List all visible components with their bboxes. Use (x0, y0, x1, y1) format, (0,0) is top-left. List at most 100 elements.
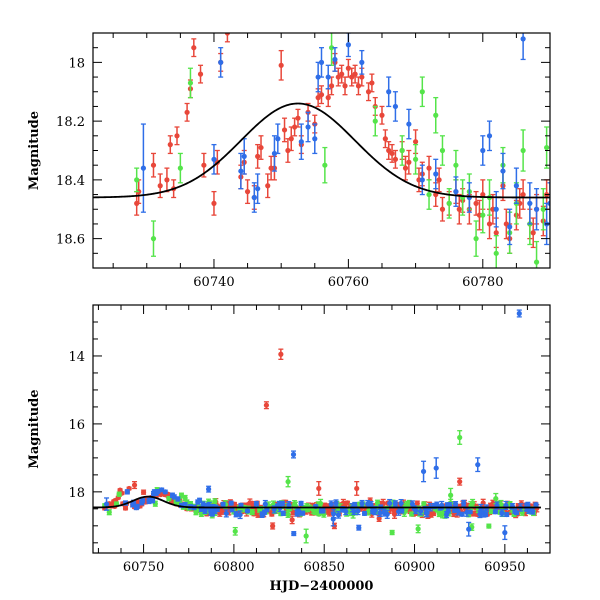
top-data-point-blue (298, 123, 304, 160)
bottom-data-point-green (415, 524, 421, 534)
bottom-data-point-blue (467, 509, 473, 515)
top-data-point-blue (533, 188, 540, 231)
top-data-point-red (392, 149, 399, 169)
top-data-point-blue (507, 208, 513, 246)
top-data-point-red (439, 196, 446, 222)
bottom-data-point-green (106, 509, 112, 516)
bottom-plot-area (93, 309, 541, 544)
bottom-axes-frame (92, 304, 551, 554)
top-data-point-green (480, 196, 486, 234)
bottom-data-point-blue (483, 511, 489, 518)
bottom-data-point-blue (253, 500, 259, 507)
top-data-point-red (258, 135, 264, 160)
top-model-curve (93, 102, 550, 199)
top-data-point-red (520, 179, 526, 210)
bottom-data-point-blue (459, 511, 465, 517)
bottom-data-point-blue (124, 489, 130, 495)
bottom-y-axis-label: Magnitude (27, 389, 42, 468)
bottom-y-tick-label: 16 (68, 418, 85, 433)
top-data-point-red (530, 217, 536, 249)
bottom-data-point-blue (333, 499, 339, 507)
top-data-point-green (520, 129, 526, 172)
bottom-data-point-blue (140, 497, 146, 504)
top-panel: 60740 60760 60780 18 18.2 18.4 18.6 Magnitude (27, 32, 551, 290)
bottom-data-point-green (232, 526, 238, 536)
top-data-point-red (255, 143, 261, 169)
bottom-data-point-blue (150, 497, 156, 504)
top-y-tick-label: 18.4 (56, 174, 85, 189)
top-data-point-blue (251, 182, 257, 213)
top-plot-area (93, 33, 550, 268)
top-data-point-red (335, 67, 341, 87)
top-y-tick-label: 18 (68, 56, 85, 71)
top-data-point-red (389, 143, 395, 163)
top-data-point-red (295, 108, 301, 128)
top-data-point-red (191, 38, 197, 58)
top-data-point-green (493, 235, 499, 268)
bottom-data-point-blue (320, 507, 326, 514)
top-data-point-blue (500, 152, 506, 190)
bottom-data-point-blue (237, 510, 243, 520)
bottom-x-tick-label: 60800 (213, 560, 254, 575)
bottom-data-point-blue (298, 500, 304, 506)
bottom-data-point-blue (244, 508, 251, 514)
top-data-point-red (211, 190, 217, 216)
top-data-point-red (288, 126, 294, 152)
top-data-point-red (157, 173, 163, 199)
bottom-panel: 60750 60800 60850 60900 60950 14 16 18 Magnitude… (27, 304, 551, 594)
bottom-data-point-red (278, 348, 284, 361)
bottom-data-point-blue (433, 457, 439, 479)
top-data-point-green (177, 152, 183, 184)
top-x-tick-label: 60740 (193, 275, 234, 290)
top-data-point-red (150, 152, 157, 178)
bottom-data-point-blue (331, 509, 337, 519)
bottom-data-point-red (131, 481, 138, 490)
top-data-point-red (265, 173, 271, 199)
top-data-point-green (453, 149, 459, 181)
top-series-red (134, 33, 550, 254)
bottom-x-tick-label: 60750 (123, 560, 164, 575)
top-x-tick-label: 60760 (328, 275, 369, 290)
top-x-tick-label: 60780 (462, 275, 503, 290)
top-series-green (134, 33, 550, 268)
bottom-data-point-blue (175, 496, 181, 502)
bottom-data-point-green (285, 510, 291, 518)
bottom-data-point-blue (530, 507, 536, 515)
top-data-point-blue (315, 61, 321, 93)
top-data-point-blue (318, 47, 325, 78)
bottom-data-point-red (270, 522, 276, 530)
top-data-point-blue (241, 138, 247, 175)
bottom-data-point-blue (103, 497, 110, 511)
top-data-point-red (244, 179, 251, 205)
top-data-point-red (342, 76, 348, 96)
bottom-data-point-green (469, 498, 476, 507)
bottom-data-point-blue (461, 499, 467, 507)
bottom-data-point-blue (280, 510, 286, 516)
bottom-model-curve (93, 495, 541, 509)
top-data-point-red (328, 76, 335, 96)
bottom-data-point-blue (466, 521, 472, 537)
top-series-blue (140, 33, 550, 246)
bottom-data-point-blue (291, 530, 297, 537)
bottom-data-point-green (116, 491, 122, 497)
bottom-data-point-blue (502, 525, 508, 541)
top-data-point-red (281, 117, 288, 143)
top-data-point-blue (453, 176, 459, 207)
top-data-point-blue (325, 64, 331, 90)
top-data-point-green (412, 143, 419, 175)
top-data-point-green (439, 135, 446, 166)
top-data-point-red (339, 64, 345, 84)
top-data-point-red (382, 129, 388, 149)
bottom-x-tick-label: 60900 (394, 560, 435, 575)
top-data-point-green (426, 179, 432, 210)
bottom-data-point-blue (290, 450, 297, 459)
bottom-series-blue (103, 309, 539, 541)
top-data-point-blue (218, 47, 224, 78)
bottom-data-point-blue (513, 510, 520, 516)
top-data-point-blue (480, 135, 486, 166)
bottom-data-point-blue (228, 500, 234, 506)
top-data-point-blue (275, 123, 281, 155)
bottom-data-point-blue (533, 502, 539, 508)
top-y-axis-label: Magnitude (27, 111, 42, 190)
top-data-point-blue (406, 108, 412, 140)
